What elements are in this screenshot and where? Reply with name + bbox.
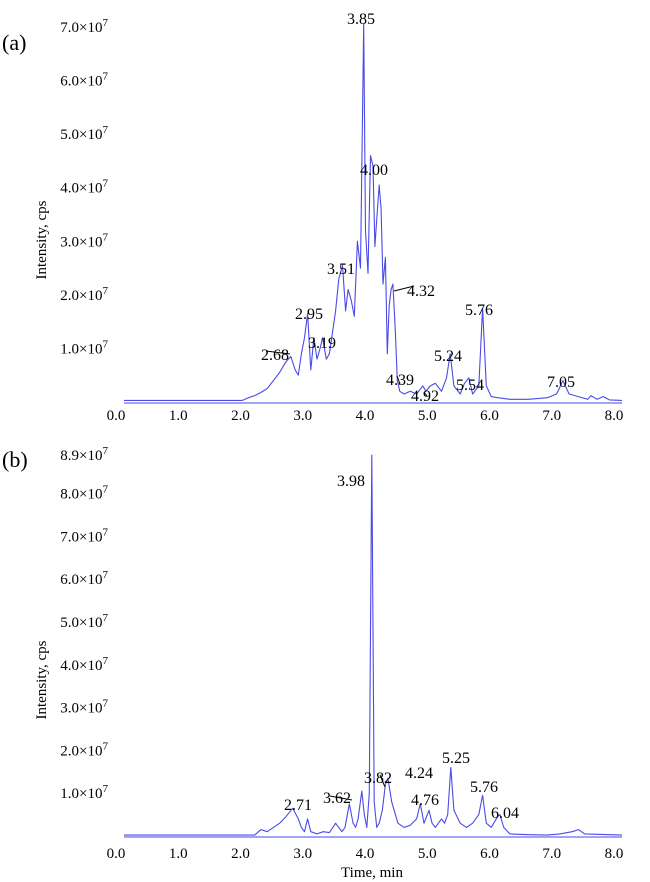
series-line <box>124 454 623 836</box>
x-tick-label: 1.0 <box>169 408 188 424</box>
y-ticks-a: 1.0×107 2.0×107 3.0×107 4.0×107 5.0×107 6.0×1… <box>60 17 108 357</box>
y-axis-title-a: Intensity, cps <box>34 200 50 279</box>
peak-label: 2.68 <box>261 347 289 364</box>
x-tick-label: 8.0 <box>605 408 624 424</box>
peak-label: 5.24 <box>434 348 462 365</box>
x-tick-label: 1.0 <box>169 846 188 862</box>
peak-label: 2.95 <box>295 306 323 323</box>
peak-label: 3.51 <box>327 261 355 278</box>
y-tick-label: 6.0×107 <box>60 71 108 90</box>
peak-label: 7.05 <box>547 374 575 391</box>
plot-area-b <box>124 454 623 838</box>
y-tick-label: 8.9×107 <box>60 445 108 464</box>
x-tick-label: 7.0 <box>542 846 561 862</box>
peak-labels-b: 3.98 5.25 4.24 3.82 5.76 3.62 4.76 2.71 6.04 <box>284 473 519 822</box>
y-tick-label: 5.0×107 <box>60 612 108 631</box>
x-tick-label: 7.0 <box>542 408 561 424</box>
y-tick-label: 7.0×107 <box>60 17 108 36</box>
peak-label: 4.76 <box>411 792 439 809</box>
peak-label: 3.82 <box>364 770 392 787</box>
y-tick-label: 4.0×107 <box>60 655 108 674</box>
peak-label: 3.62 <box>323 790 351 807</box>
y-tick-label: 5.0×107 <box>60 124 108 143</box>
y-tick-label: 3.0×107 <box>60 231 108 250</box>
peak-label: 3.98 <box>337 473 365 490</box>
peak-leader-line <box>393 285 415 292</box>
peak-label: 5.76 <box>470 779 498 796</box>
x-tick-label: 3.0 <box>293 846 312 862</box>
peak-label: 6.04 <box>491 805 519 822</box>
panel-label-a: (a) <box>2 30 26 55</box>
x-tick-label: 4.0 <box>356 408 375 424</box>
peak-label: 4.92 <box>411 388 439 405</box>
peak-label: 4.39 <box>386 372 414 389</box>
peak-label: 4.00 <box>360 162 388 179</box>
x-tick-label: 3.0 <box>293 408 312 424</box>
x-tick-label: 0.0 <box>107 408 126 424</box>
y-tick-label: 1.0×107 <box>60 783 108 802</box>
chromatogram-panel-b: (b) Intensity, cps Time, min 1.0×107 2.0×… <box>2 445 623 881</box>
x-tick-label: 2.0 <box>231 846 250 862</box>
peak-leader-line <box>423 391 428 397</box>
x-tick-label: 6.0 <box>480 408 499 424</box>
x-tick-label: 0.0 <box>107 846 126 862</box>
y-tick-label: 4.0×107 <box>60 178 108 197</box>
peak-label: 5.25 <box>442 750 470 767</box>
y-tick-label: 1.0×107 <box>60 338 108 357</box>
x-ticks-b: 0.0 1.0 2.0 3.0 4.0 5.0 6.0 7.0 8.0 <box>107 846 624 862</box>
y-tick-label: 2.0×107 <box>60 740 108 759</box>
y-tick-label: 7.0×107 <box>60 526 108 545</box>
peak-label: 3.85 <box>347 11 375 28</box>
x-tick-label: 2.0 <box>231 408 250 424</box>
plot-area-a <box>124 23 623 404</box>
y-ticks-b: 1.0×107 2.0×107 3.0×107 4.0×107 5.0×107 6.0×1… <box>60 445 108 802</box>
peak-label: 4.24 <box>405 765 433 782</box>
y-axis-title-b: Intensity, cps <box>34 640 50 719</box>
series-line <box>124 23 623 401</box>
x-tick-label: 6.0 <box>480 846 499 862</box>
x-tick-label: 4.0 <box>356 846 375 862</box>
peak-label: 3.19 <box>308 335 336 352</box>
peak-label: 4.32 <box>407 283 435 300</box>
peak-leader-line <box>265 350 291 355</box>
x-tick-label: 5.0 <box>418 846 437 862</box>
x-ticks-a: 0.0 1.0 2.0 3.0 4.0 5.0 6.0 7.0 8.0 <box>107 408 624 424</box>
peak-label: 2.71 <box>284 797 312 814</box>
chromatogram-panel-a: (a) Intensity, cps 1.0×107 2.0×107 3.0×107… <box>2 11 623 424</box>
y-tick-label: 2.0×107 <box>60 285 108 304</box>
peak-label: 5.76 <box>465 302 493 319</box>
peak-leader-line <box>379 774 386 788</box>
y-tick-label: 6.0×107 <box>60 569 108 588</box>
x-axis-title-b: Time, min <box>341 865 403 881</box>
y-tick-label: 3.0×107 <box>60 698 108 717</box>
peak-leader-line <box>329 795 353 801</box>
y-tick-label: 8.0×107 <box>60 484 108 503</box>
panel-label-b: (b) <box>2 447 28 472</box>
peak-leader-line <box>396 375 401 385</box>
peak-label: 5.54 <box>456 377 484 394</box>
x-tick-label: 8.0 <box>605 846 624 862</box>
peak-labels-a: 3.85 4.00 3.51 4.32 2.95 5.76 2.68 3.19 5.24 4.39… <box>261 11 575 405</box>
x-tick-label: 5.0 <box>418 408 437 424</box>
